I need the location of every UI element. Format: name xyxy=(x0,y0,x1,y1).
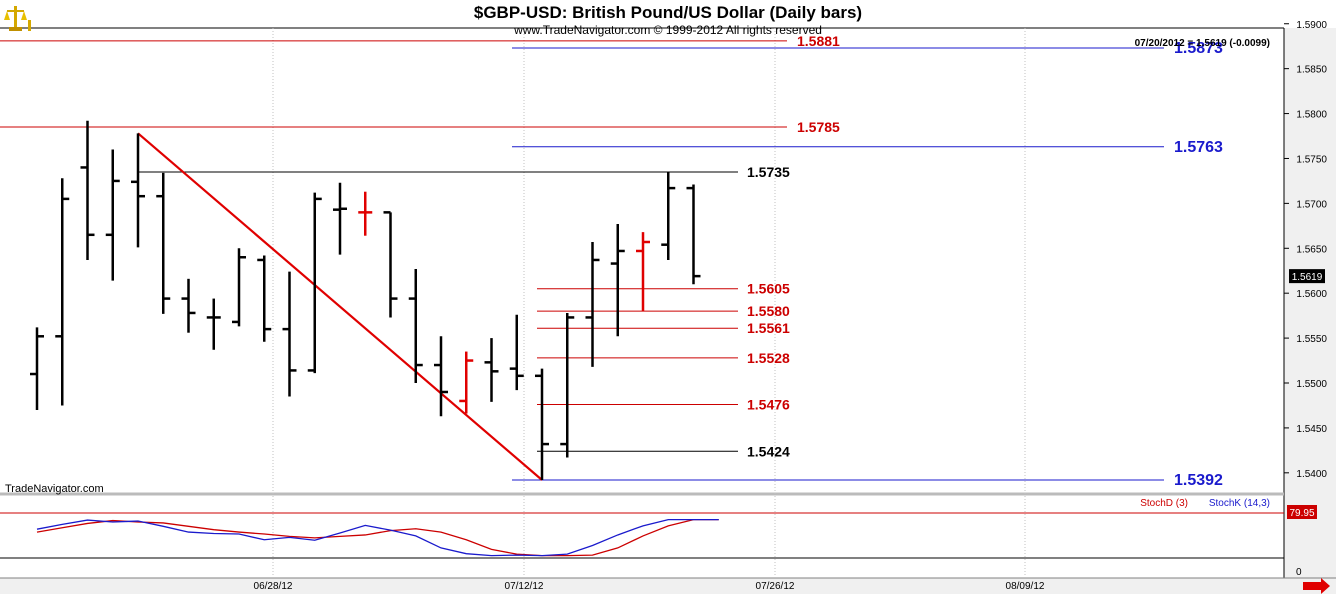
x-tick-label: 06/28/12 xyxy=(254,581,293,592)
ohlc-bar xyxy=(232,248,246,327)
price-level-label: 1.5528 xyxy=(747,350,790,366)
price-level-label: 1.5580 xyxy=(747,303,790,319)
y-tick-label: 1.5500 xyxy=(1296,379,1327,390)
y-tick-label: 1.5800 xyxy=(1296,110,1327,121)
chart-title: $GBP-USD: British Pound/US Dollar (Daily… xyxy=(474,3,862,22)
ohlc-bar xyxy=(610,224,625,337)
ohlc-bar xyxy=(105,149,120,281)
ohlc-bar xyxy=(131,133,145,248)
y-tick-label: 1.5900 xyxy=(1296,20,1327,31)
ohlc-bar xyxy=(257,255,272,342)
date-axis-panel xyxy=(0,578,1336,594)
x-tick-label: 07/26/12 xyxy=(756,581,795,592)
scales-logo-icon[interactable] xyxy=(4,6,31,31)
price-level-label: 1.5605 xyxy=(747,281,790,297)
ohlc-bar xyxy=(434,336,448,417)
x-tick-label: 07/12/12 xyxy=(505,581,544,592)
last-price-info: 07/20/2012 = 1.5619 (-0.0099) xyxy=(1135,38,1270,49)
y-tick-label: 1.5650 xyxy=(1296,244,1327,255)
stoch-d-line xyxy=(36,518,719,557)
stochastic-pane: StochD (3) StochK (14,3) 79.95 0 xyxy=(0,498,1317,578)
ohlc-bar xyxy=(585,241,600,367)
x-tick-label: 08/09/12 xyxy=(1006,581,1045,592)
price-level-label: 1.5735 xyxy=(747,164,790,180)
price-level-label: 1.5561 xyxy=(747,320,790,336)
ohlc-bar xyxy=(636,232,650,312)
ohlc-bars xyxy=(30,120,701,480)
price-level-label: 1.5424 xyxy=(747,443,790,459)
ohlc-bar xyxy=(383,211,398,318)
ohlc-bar xyxy=(282,271,297,397)
ohlc-bar xyxy=(55,178,70,406)
stoch-legend-label: StochD (3) xyxy=(1140,498,1188,509)
trendline xyxy=(137,132,543,481)
ohlc-bar xyxy=(156,172,171,314)
axis-labels: 06/28/12 07/12/12 07/26/12 08/09/12 1.5900 1.… xyxy=(254,20,1328,592)
price-level-label: 1.5392 xyxy=(1174,472,1223,489)
price-axis-panel xyxy=(1284,28,1336,578)
ohlc-bar xyxy=(333,182,347,255)
ohlc-bar xyxy=(206,298,221,350)
stoch-legend-label: StochK (14,3) xyxy=(1209,498,1270,509)
watermark: TradeNavigator.com xyxy=(5,483,104,495)
ohlc-bar xyxy=(181,278,196,333)
y-tick-label: 1.5750 xyxy=(1296,154,1327,165)
right-arrow-icon[interactable] xyxy=(1303,578,1330,594)
price-level-label: 1.5763 xyxy=(1174,139,1223,156)
ohlc-bar xyxy=(30,327,44,410)
y-tick-label: 1.5550 xyxy=(1296,334,1327,345)
y-tick-label: 1.5850 xyxy=(1296,65,1327,76)
last-price-label: 1.5619 xyxy=(1292,272,1323,283)
ohlc-bar xyxy=(560,312,575,458)
stoch-last-marker xyxy=(1287,505,1317,519)
price-level-label: 1.5873 xyxy=(1174,40,1223,57)
price-level-label: 1.5785 xyxy=(797,119,840,135)
copyright-notice: www.TradeNavigator.com © 1999-2012 All r… xyxy=(513,23,822,37)
stoch-last-label: 79.95 xyxy=(1289,508,1314,519)
price-level-lines: 1.5881 1.5873 1.5785 1.5763 1.5735 1.5605 1.55… xyxy=(0,33,1223,489)
y-tick-label: 1.5700 xyxy=(1296,199,1327,210)
price-level-label: 1.5476 xyxy=(747,397,790,413)
ohlc-bar xyxy=(80,120,95,260)
y-tick-label: 1.5400 xyxy=(1296,469,1327,480)
ohlc-bar xyxy=(307,192,322,374)
ohlc-bar xyxy=(358,191,373,236)
ohlc-bar xyxy=(408,268,423,384)
ohlc-bar xyxy=(484,338,499,402)
ohlc-bar xyxy=(459,351,474,414)
y-tick-label: 1.5450 xyxy=(1296,424,1327,435)
stoch-zero-label: 0 xyxy=(1296,567,1302,578)
price-level-label: 1.5881 xyxy=(797,33,840,49)
ohlc-bar xyxy=(661,171,676,260)
ohlc-bar xyxy=(535,368,549,480)
ohlc-bar xyxy=(509,314,524,391)
y-tick-label: 1.5600 xyxy=(1296,289,1327,300)
ohlc-bar xyxy=(686,184,701,285)
last-price-marker xyxy=(1289,269,1325,284)
stoch-k-line xyxy=(36,518,719,557)
trendline-layer xyxy=(137,132,543,481)
